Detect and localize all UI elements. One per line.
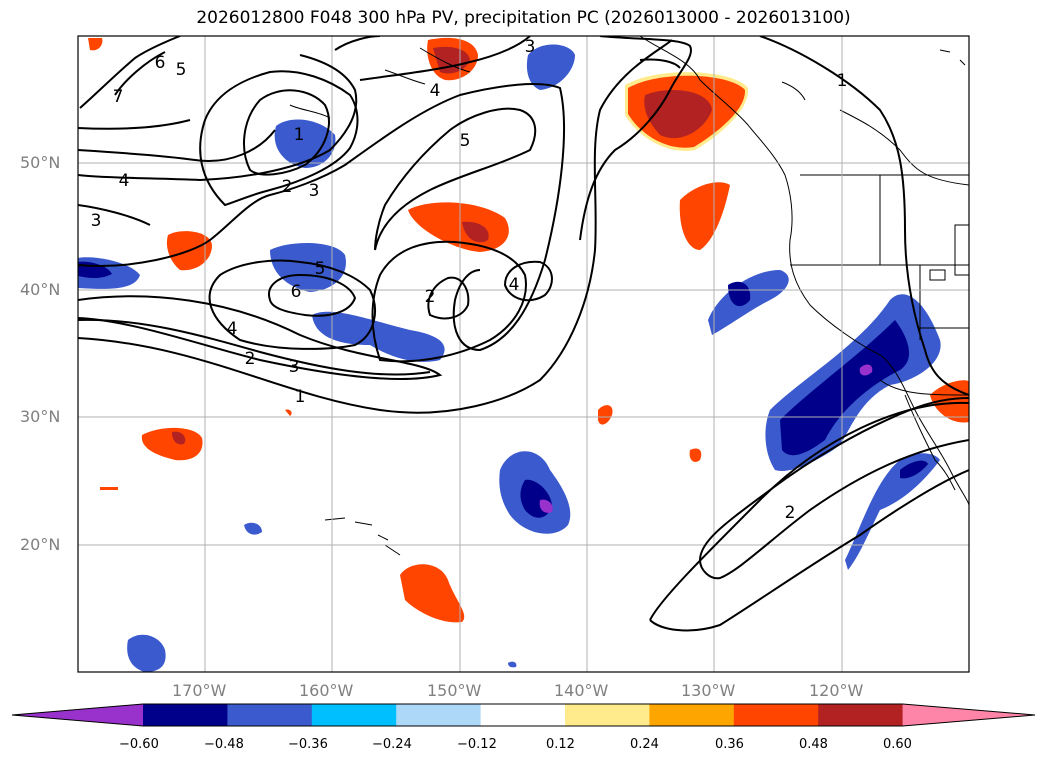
colorbar-tick-label: 0.12 [546, 737, 575, 752]
coastline-layer [289, 36, 969, 556]
positive-precip-region [88, 37, 969, 623]
lat-label-50n: 50°N [20, 153, 61, 172]
colorbar-tick-label: −0.60 [119, 737, 159, 752]
contour-labels: 7 6 5 4 3 3 1 2 3 4 5 4 2 6 5 4 2 3 1 2 … [91, 37, 848, 523]
colorbar-segments [11, 703, 1036, 727]
contour-label: 5 [176, 60, 187, 80]
colorbar-outline [11, 703, 1036, 727]
contour-label: 2 [785, 503, 796, 523]
lon-label-170w: 170°W [172, 681, 227, 700]
colorbar-segment [565, 704, 650, 726]
contour-label: 1 [295, 387, 306, 407]
lat-label-30n: 30°N [20, 407, 61, 426]
colorbar-tick-label: 0.60 [883, 737, 912, 752]
lat-label-40n: 40°N [20, 280, 61, 299]
lon-label-140w: 140°W [554, 681, 609, 700]
contour-label: 1 [294, 125, 305, 145]
lon-label-150w: 150°W [427, 681, 482, 700]
colorbar-segment [143, 704, 228, 726]
contour-label: 2 [245, 349, 256, 369]
pv-contours [78, 36, 969, 632]
colorbar-segment [396, 704, 482, 726]
contour-label: 3 [309, 181, 320, 201]
lon-label-160w: 160°W [299, 681, 354, 700]
map-title: 2026012800 F048 300 hPa PV, precipitatio… [196, 8, 851, 28]
negative-precip-region [78, 44, 941, 672]
contour-label: 2 [425, 287, 436, 307]
contour-label: 2 [282, 177, 293, 197]
contour-label: 3 [525, 37, 536, 57]
colorbar-tick-label: −0.48 [204, 737, 244, 752]
colorbar-segment [649, 704, 735, 726]
precipitation-anomaly-layer [78, 37, 969, 672]
lon-label-130w: 130°W [681, 681, 736, 700]
contour-label: 3 [289, 357, 300, 377]
colorbar-extend-min [12, 704, 143, 726]
colorbar [11, 703, 1036, 727]
contour-label: 7 [113, 87, 124, 107]
colorbar-segment [311, 704, 397, 726]
colorbar-extend-max [902, 704, 1035, 726]
colorbar-tick-label: −0.12 [457, 737, 497, 752]
colorbar-tick-label: −0.36 [288, 737, 328, 752]
contour-label: 5 [315, 259, 326, 279]
colorbar-tick-label: 0.24 [630, 737, 659, 752]
contour-label: 4 [119, 171, 130, 191]
contour-label: 4 [227, 319, 238, 339]
colorbar-tick-label: 0.36 [715, 737, 744, 752]
lat-label-20n: 20°N [20, 535, 61, 554]
contour-label: 6 [155, 53, 166, 73]
gridlines [78, 36, 969, 672]
contour-label: 6 [291, 282, 302, 302]
colorbar-tick-label: −0.24 [372, 737, 412, 752]
colorbar-segment [733, 704, 819, 726]
map-frame [77, 35, 970, 673]
contour-label: 5 [460, 131, 471, 151]
contour-label: 1 [837, 71, 848, 91]
colorbar-tick-label: 0.48 [799, 737, 828, 752]
contour-label: 4 [430, 81, 441, 101]
colorbar-segment [480, 704, 566, 726]
contour-label: 3 [91, 211, 102, 231]
colorbar-segment [818, 704, 904, 726]
contour-label: 4 [509, 275, 520, 295]
colorbar-segment [227, 704, 313, 726]
lon-label-120w: 120°W [809, 681, 864, 700]
